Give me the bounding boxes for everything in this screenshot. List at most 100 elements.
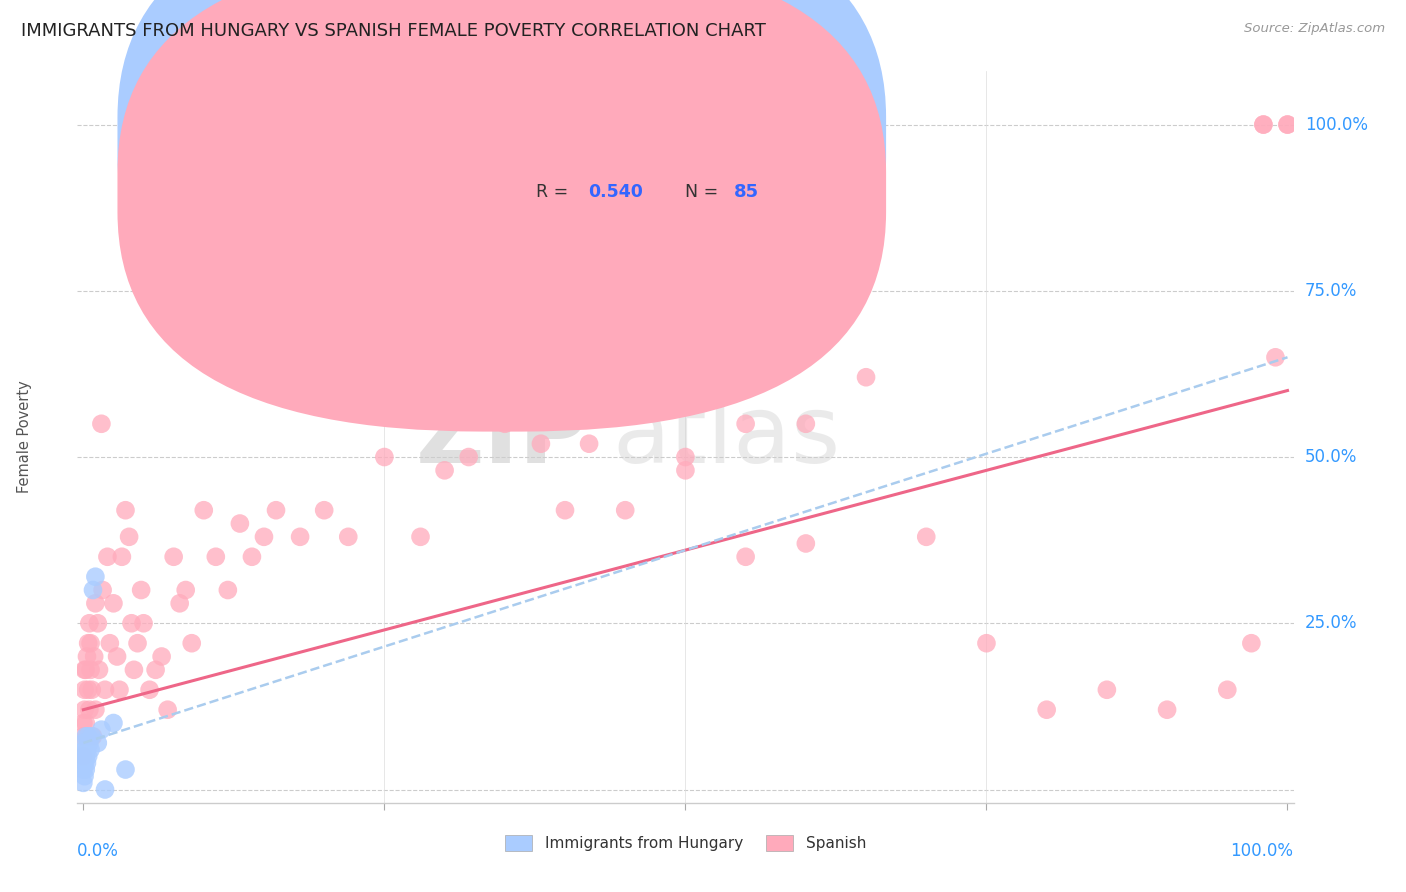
Point (1253, 118, 1275, 132)
Point (675, 463, 697, 477)
Point (150, 649, 173, 664)
Point (87, 616, 110, 631)
Point (132, 616, 155, 631)
Point (79, 636, 101, 650)
Point (90, 723, 112, 737)
Point (433, 463, 456, 477)
Point (409, 530, 432, 544)
Point (127, 636, 149, 650)
Point (79, 616, 101, 631)
Point (122, 663, 145, 677)
Point (73, 682, 96, 697)
Point (90, 417, 112, 431)
Point (103, 716, 125, 731)
Point (240, 549, 263, 564)
Point (87, 663, 110, 677)
Point (156, 703, 179, 717)
Point (75, 663, 97, 677)
Point (314, 503, 336, 517)
Text: 75.0%: 75.0% (1305, 282, 1357, 300)
Point (75, 763, 97, 777)
Point (118, 530, 141, 544)
Point (75, 716, 97, 731)
Point (1264, 351, 1286, 365)
Text: 50.0%: 50.0% (1305, 448, 1357, 466)
Point (72, 776, 94, 790)
Point (77, 749, 100, 764)
Point (79, 736, 101, 750)
Text: R =: R = (536, 128, 574, 146)
Point (72, 729, 94, 743)
Point (72, 736, 94, 750)
Text: 85: 85 (734, 183, 759, 201)
Point (1240, 636, 1263, 650)
Point (94, 682, 117, 697)
Point (145, 663, 167, 677)
Point (77, 682, 100, 697)
Point (114, 763, 136, 777)
Point (264, 503, 287, 517)
Point (373, 450, 395, 464)
Text: 24: 24 (734, 128, 759, 146)
Point (457, 450, 479, 464)
Point (855, 370, 877, 384)
Text: N =: N = (686, 183, 724, 201)
Point (80, 729, 103, 743)
Point (114, 503, 136, 517)
Point (1253, 118, 1275, 132)
Point (76, 742, 98, 756)
Point (96, 549, 118, 564)
Point (72, 716, 94, 731)
Text: 0.179: 0.179 (588, 128, 643, 146)
Point (77, 636, 100, 650)
Point (84, 570, 107, 584)
FancyBboxPatch shape (118, 0, 886, 432)
Point (1277, 118, 1299, 132)
Point (675, 450, 697, 464)
Point (554, 503, 576, 517)
Point (1035, 703, 1057, 717)
Point (494, 417, 516, 431)
Point (77, 729, 100, 743)
Text: 100.0%: 100.0% (1305, 116, 1368, 134)
Point (76, 649, 98, 664)
Point (79, 663, 101, 677)
FancyBboxPatch shape (118, 0, 886, 376)
Point (75, 749, 97, 764)
Point (98, 636, 121, 650)
Point (229, 516, 252, 531)
Point (578, 436, 600, 450)
Point (734, 417, 756, 431)
Point (204, 549, 226, 564)
Text: N =: N = (686, 128, 724, 146)
Point (193, 503, 215, 517)
Point (169, 596, 191, 610)
Text: Source: ZipAtlas.com: Source: ZipAtlas.com (1244, 22, 1385, 36)
Point (121, 616, 143, 631)
Point (103, 596, 125, 610)
Point (80, 682, 103, 697)
Point (1095, 682, 1118, 697)
Point (180, 636, 202, 650)
Point (76, 756, 98, 770)
Point (75, 729, 97, 743)
Point (1277, 118, 1299, 132)
Point (72, 749, 94, 764)
Point (87, 736, 110, 750)
Point (530, 436, 553, 450)
Legend: Immigrants from Hungary, Spanish: Immigrants from Hungary, Spanish (499, 829, 872, 857)
Text: atlas: atlas (613, 391, 841, 483)
Text: 100.0%: 100.0% (1230, 842, 1294, 860)
Point (105, 649, 128, 664)
Point (73, 756, 96, 770)
Point (253, 530, 276, 544)
Point (72, 763, 94, 777)
Point (73, 742, 96, 756)
Point (84, 703, 107, 717)
Point (217, 582, 239, 597)
Point (79, 742, 101, 756)
Point (288, 530, 311, 544)
Point (915, 530, 938, 544)
Point (72, 749, 94, 764)
Point (794, 417, 817, 431)
